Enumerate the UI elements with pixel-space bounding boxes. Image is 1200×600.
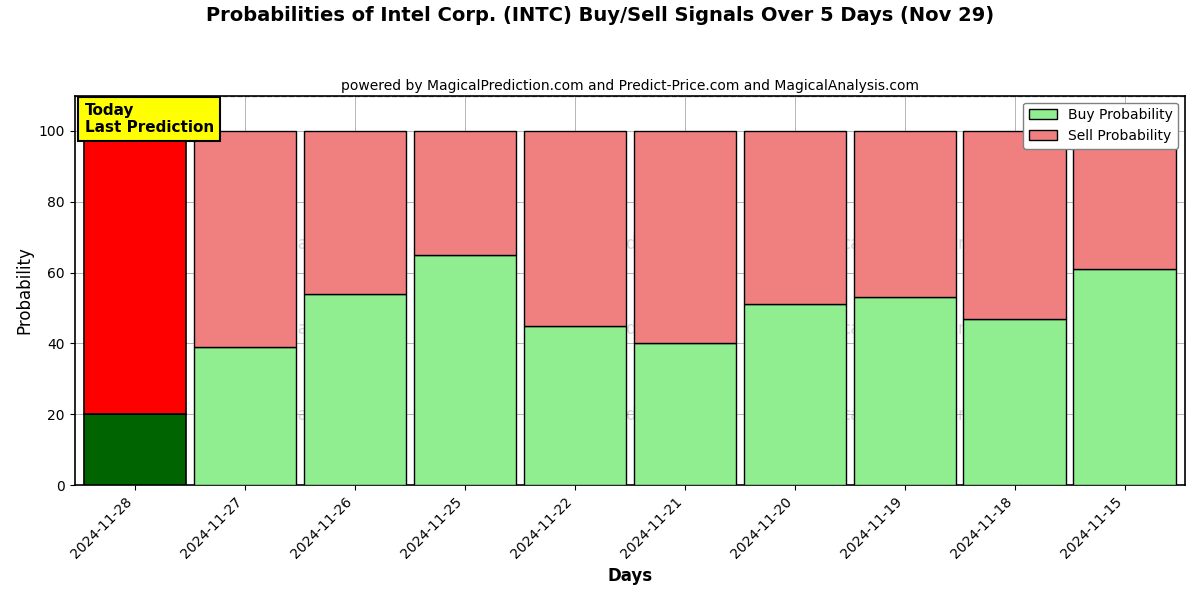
Bar (634, 343, 736, 485)
Bar (964, 319, 1066, 485)
Bar (523, 326, 626, 485)
Bar (84, 131, 186, 414)
Title: powered by MagicalPrediction.com and Predict-Price.com and MagicalAnalysis.com: powered by MagicalPrediction.com and Pre… (341, 79, 919, 93)
Bar (964, 131, 1066, 319)
Bar (304, 294, 406, 485)
Text: MagicalPrediction.com: MagicalPrediction.com (536, 320, 724, 338)
Bar (84, 414, 186, 485)
Bar (194, 131, 296, 347)
Text: calAnalysis.com: calAnalysis.com (841, 235, 974, 253)
Text: calAnalysis.com: calAnalysis.com (841, 320, 974, 338)
Text: Today
Last Prediction: Today Last Prediction (84, 103, 214, 135)
Bar (304, 131, 406, 294)
Bar (1074, 269, 1176, 485)
Bar (853, 298, 955, 485)
Text: calAnalysis.com: calAnalysis.com (841, 406, 974, 424)
Y-axis label: Probability: Probability (16, 247, 34, 334)
Bar (744, 304, 846, 485)
Bar (523, 131, 626, 326)
Text: calAnalysis.com: calAnalysis.com (252, 235, 385, 253)
Text: calAnalysis.com: calAnalysis.com (252, 320, 385, 338)
Bar (414, 131, 516, 255)
Text: MagicalPrediction.com: MagicalPrediction.com (536, 406, 724, 424)
Text: MagicalPrediction.com: MagicalPrediction.com (536, 235, 724, 253)
X-axis label: Days: Days (607, 567, 653, 585)
Bar (853, 131, 955, 298)
Text: calAnalysis.com: calAnalysis.com (252, 406, 385, 424)
Bar (634, 131, 736, 343)
Bar (744, 131, 846, 304)
Bar (414, 255, 516, 485)
Text: Probabilities of Intel Corp. (INTC) Buy/Sell Signals Over 5 Days (Nov 29): Probabilities of Intel Corp. (INTC) Buy/… (206, 6, 994, 25)
Legend: Buy Probability, Sell Probability: Buy Probability, Sell Probability (1024, 103, 1178, 149)
Bar (194, 347, 296, 485)
Bar (1074, 131, 1176, 269)
